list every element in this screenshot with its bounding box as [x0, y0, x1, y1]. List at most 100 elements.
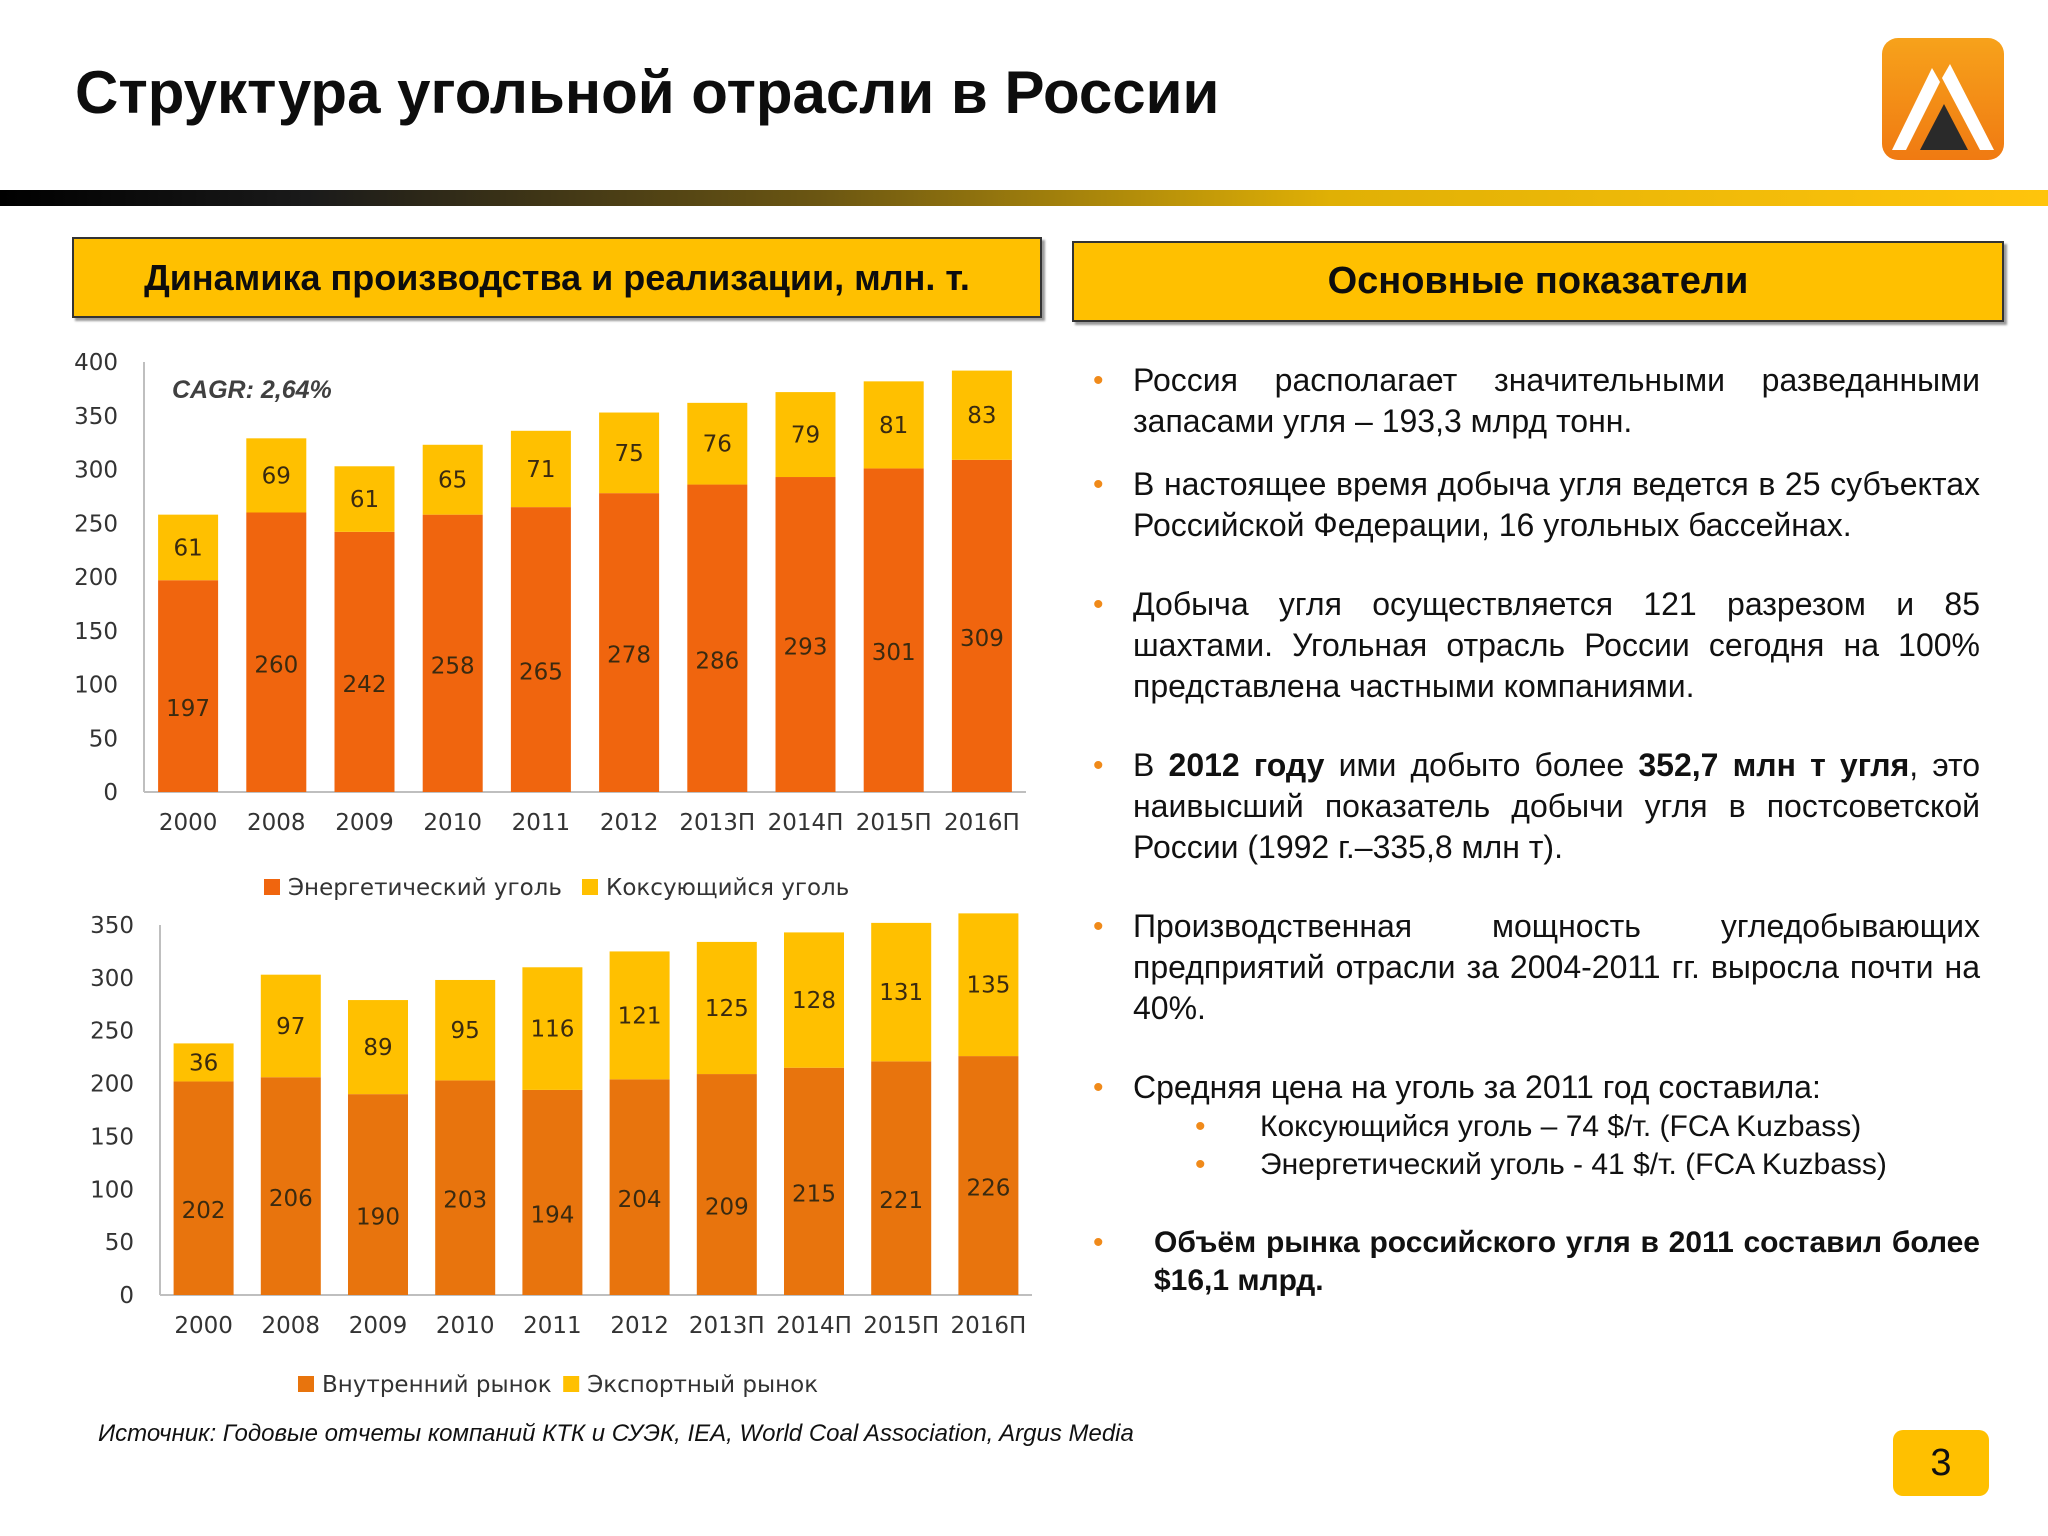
- bar-upper: [422, 444, 483, 515]
- bar-upper: [246, 438, 307, 513]
- bar-lower: [260, 1077, 321, 1295]
- bullet-text-part: , это наивысший показатель добычи угля в…: [1133, 747, 1981, 865]
- x-tick-label: 2013П: [689, 1313, 765, 1339]
- x-tick-label: 2000: [174, 1313, 233, 1339]
- bar-upper: [334, 466, 395, 532]
- bullet-marker: •: [1093, 910, 1104, 943]
- data-label: 260: [254, 652, 298, 678]
- legend-swatch: [563, 1376, 580, 1392]
- y-tick-label: 200: [90, 1072, 134, 1098]
- bar-lower: [173, 1081, 234, 1295]
- x-tick-label: 2011: [512, 810, 571, 836]
- x-tick-label: 2013П: [679, 810, 755, 836]
- x-tick-label: 2000: [159, 810, 218, 836]
- y-tick-label: 400: [74, 350, 118, 376]
- bullet-text-part: ими добыто более: [1324, 747, 1639, 783]
- data-label: 265: [519, 660, 563, 686]
- bar-lower: [863, 468, 924, 792]
- bar-upper: [687, 402, 748, 485]
- bar-lower: [246, 512, 307, 792]
- header-divider: [0, 190, 2048, 206]
- bullet-text: Добыча угля осуществляется 121 разрезом …: [1133, 586, 1980, 704]
- data-label: 309: [960, 626, 1004, 652]
- bullet-marker: •: [1093, 1226, 1104, 1259]
- x-tick-label: 2010: [423, 810, 482, 836]
- source-note: Источник: Годовые отчеты компаний КТК и …: [98, 1420, 1134, 1447]
- legend-label: Энергетический уголь: [288, 875, 562, 901]
- bar-upper: [958, 913, 1019, 1057]
- bar-lower: [348, 1094, 408, 1295]
- y-tick-label: 250: [90, 1019, 134, 1045]
- bullet-marker: •: [1093, 1071, 1104, 1104]
- x-tick-label: 2016П: [944, 810, 1020, 836]
- x-tick-label: 2012: [610, 1313, 669, 1339]
- data-label: 202: [182, 1198, 226, 1224]
- bullet-marker: •: [1093, 468, 1104, 501]
- data-label: 61: [173, 535, 202, 561]
- data-label: 36: [189, 1050, 218, 1076]
- bar-upper: [609, 951, 670, 1080]
- bullet-marker: •: [1093, 749, 1104, 782]
- x-tick-label: 2010: [436, 1313, 495, 1339]
- legend-label: Коксующийся уголь: [606, 875, 849, 901]
- x-tick-label: 2014П: [776, 1313, 852, 1339]
- data-label: 121: [618, 1003, 662, 1029]
- bullet-item: • Добыча угля осуществляется 121 разрезом…: [1093, 584, 1980, 707]
- bar-lower: [522, 1089, 583, 1295]
- bar-lower: [687, 484, 748, 792]
- data-label: 128: [792, 988, 836, 1014]
- bar-upper: [863, 381, 924, 469]
- data-label: 75: [614, 441, 643, 467]
- data-label: 226: [966, 1176, 1010, 1202]
- data-label: 65: [438, 468, 467, 494]
- production-chart: 0 50 100 150 200 250 300 350 400 197 61 2000 260 69 20…: [74, 350, 1026, 901]
- data-label: 125: [705, 996, 749, 1022]
- legend-label: Внутренний рынок: [322, 1372, 552, 1398]
- data-label: 206: [269, 1186, 313, 1212]
- bullet-item: • Производственная мощность угледобывающи…: [1093, 906, 1980, 1029]
- sub-bullet-text: Энергетический уголь - 41 $/т. (FCA Kuzb…: [1260, 1148, 1887, 1181]
- x-tick-label: 2008: [247, 810, 306, 836]
- bullet-text-part: Добыча угля осуществляется 121 разрезом …: [1133, 586, 1980, 704]
- bar-upper: [260, 974, 321, 1078]
- bar-lower: [696, 1074, 757, 1295]
- page-title: Структура угольной отрасли в России: [75, 59, 1220, 126]
- data-label: 293: [784, 635, 828, 661]
- data-label: 197: [166, 696, 210, 722]
- y-tick-label: 350: [74, 404, 118, 430]
- data-label: 83: [967, 403, 996, 429]
- y-tick-label: 100: [90, 1177, 134, 1203]
- bar-lower: [510, 507, 571, 792]
- data-label: 131: [879, 980, 923, 1006]
- y-tick-label: 0: [103, 780, 118, 806]
- legend-swatch: [582, 879, 598, 895]
- bullet-text: В настоящее время добыча угля ведется в …: [1133, 466, 1980, 543]
- bullet-text-part: Производственная мощность угледобывающих…: [1133, 908, 1980, 1026]
- bullet-marker: •: [1093, 364, 1104, 397]
- cagr-annotation: CAGR: 2,64%: [172, 376, 332, 404]
- y-tick-label: 200: [74, 565, 118, 591]
- bullet-text-part: 352,7 млн т угля: [1638, 747, 1910, 783]
- data-label: 116: [530, 1017, 574, 1043]
- bar-lower: [784, 1067, 844, 1295]
- bar-lower: [158, 580, 219, 792]
- bar-upper: [951, 370, 1012, 460]
- bullet-item: • Россия располагает значительными развед…: [1093, 360, 1980, 442]
- y-tick-label: 150: [90, 1124, 134, 1150]
- bar-lower: [435, 1080, 496, 1295]
- bar-upper: [599, 412, 660, 494]
- right-section-header: Основные показатели: [1072, 241, 2004, 322]
- page-number: 3: [1893, 1430, 1989, 1496]
- y-tick-label: 350: [90, 913, 134, 939]
- data-label: 76: [703, 432, 732, 458]
- bullet-marker: •: [1195, 1148, 1206, 1181]
- bar-upper: [158, 514, 219, 581]
- bar-upper: [696, 941, 757, 1075]
- bullet-text: Средняя цена на уголь за 2011 год состав…: [1133, 1069, 1821, 1105]
- sub-bullet-item: • Коксующийся уголь – 74 $/т. (FCA Kuzbas…: [1095, 1108, 1980, 1146]
- x-tick-label: 2012: [600, 810, 659, 836]
- bullet-text-part: В настоящее время добыча угля ведется в …: [1133, 466, 1980, 543]
- bullet-item: • В 2012 году ими добыто более 352,7 млн …: [1093, 745, 1981, 868]
- x-tick-label: 2011: [523, 1313, 582, 1339]
- bar-lower: [958, 1056, 1019, 1295]
